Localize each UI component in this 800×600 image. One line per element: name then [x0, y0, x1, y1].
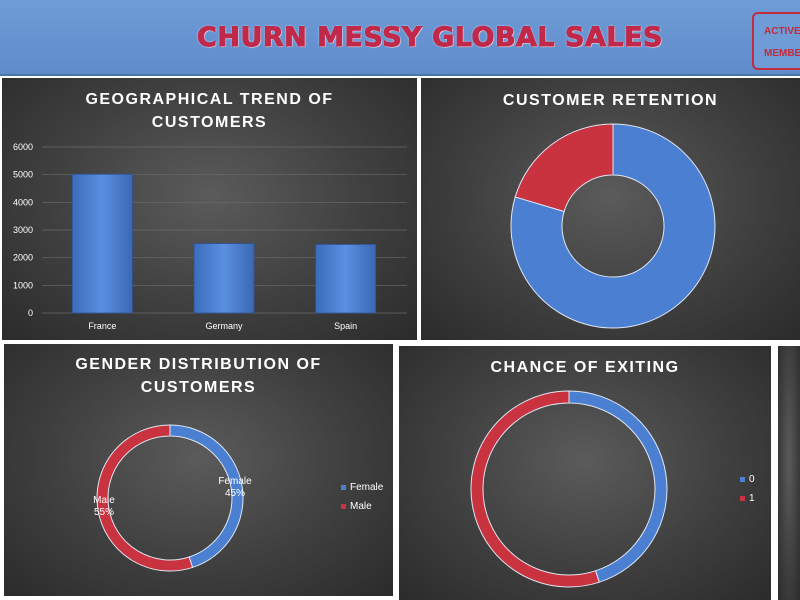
x-tick-label: Germany	[205, 321, 243, 331]
y-tick-label: 5000	[13, 170, 33, 180]
legend-swatch-male	[341, 504, 346, 509]
legend-swatch-0	[740, 477, 745, 482]
geo-bar-chart: 0 1000 2000 3000 4000 5000 6000 France Germany Sp…	[13, 142, 407, 331]
legend-swatch-female	[341, 485, 346, 490]
legend-item-1[interactable]: 1	[740, 489, 755, 508]
geo-chart-title-line1: GEOGRAPHICAL TREND OF	[85, 91, 334, 108]
legend-item-female[interactable]: Female	[341, 478, 383, 497]
bar-france	[71, 173, 133, 314]
header-banner: CHURN MESSY GLOBAL SALES ACTIVE MEMBE	[0, 0, 800, 76]
y-tick-label: 3000	[13, 225, 33, 235]
y-tick-label: 1000	[13, 280, 33, 290]
legend-label-1: 1	[749, 493, 755, 504]
female-data-label: Female 45%	[210, 476, 260, 500]
retention-chart-title: CUSTOMER RETENTION	[502, 92, 719, 109]
legend-label-female: Female	[350, 482, 384, 493]
active-member-label-1: ACTIVE	[764, 26, 800, 37]
female-data-label-pct: 45%	[224, 488, 245, 499]
customer-retention-panel[interactable]: CUSTOMER RETENTION	[421, 78, 800, 340]
donut-slice-0	[510, 123, 716, 329]
legend-item-male[interactable]: Male	[341, 497, 383, 516]
gender-chart-title-line2: CUSTOMERS	[140, 379, 257, 396]
chance-of-exiting-panel[interactable]: CHANCE OF EXITING 0 1	[399, 346, 771, 600]
bar-spain	[315, 244, 377, 314]
male-data-label-name: Male	[93, 495, 115, 506]
geo-trend-panel[interactable]: GEOGRAPHICAL TREND OF CUSTOMERS 0 1000 200…	[2, 78, 417, 340]
exit-donut-chart	[470, 390, 668, 588]
dashboard-title: CHURN MESSY GLOBAL SALES	[197, 22, 663, 54]
female-data-label-name: Female	[218, 476, 252, 487]
legend-item-0[interactable]: 0	[740, 470, 755, 489]
male-data-label: Male 55%	[84, 495, 124, 519]
gender-legend: Female Male	[341, 478, 383, 516]
retention-donut-chart	[510, 123, 716, 329]
donut-slice-male	[96, 424, 194, 572]
y-tick-label: 4000	[13, 197, 33, 207]
male-data-label-pct: 55%	[93, 507, 114, 518]
gender-chart-title-line1: GENDER DISTRIBUTION OF	[75, 356, 322, 373]
donut-slice-1	[514, 123, 614, 213]
legend-label-0: 0	[749, 474, 755, 485]
bar-germany	[193, 243, 255, 314]
exit-chart-title: CHANCE OF EXITING	[490, 359, 680, 376]
geo-chart-title-line2: CUSTOMERS	[151, 114, 268, 131]
legend-swatch-1	[740, 496, 745, 501]
gender-distribution-panel[interactable]: GENDER DISTRIBUTION OF CUSTOMERS Female …	[4, 344, 393, 596]
y-tick-label: 6000	[13, 142, 33, 152]
x-tick-label: Spain	[334, 321, 357, 331]
active-member-label-2: MEMBE	[764, 48, 800, 59]
partial-panel-right	[778, 346, 800, 600]
legend-label-male: Male	[350, 501, 372, 512]
y-tick-label: 0	[28, 308, 33, 318]
donut-slice-1	[470, 390, 600, 588]
donut-slice-0	[568, 390, 668, 583]
y-tick-label: 2000	[13, 253, 33, 263]
exit-legend: 0 1	[740, 470, 755, 508]
active-member-filter[interactable]: ACTIVE MEMBE	[752, 12, 800, 70]
gender-donut-chart	[96, 424, 244, 572]
x-tick-label: France	[88, 321, 116, 331]
